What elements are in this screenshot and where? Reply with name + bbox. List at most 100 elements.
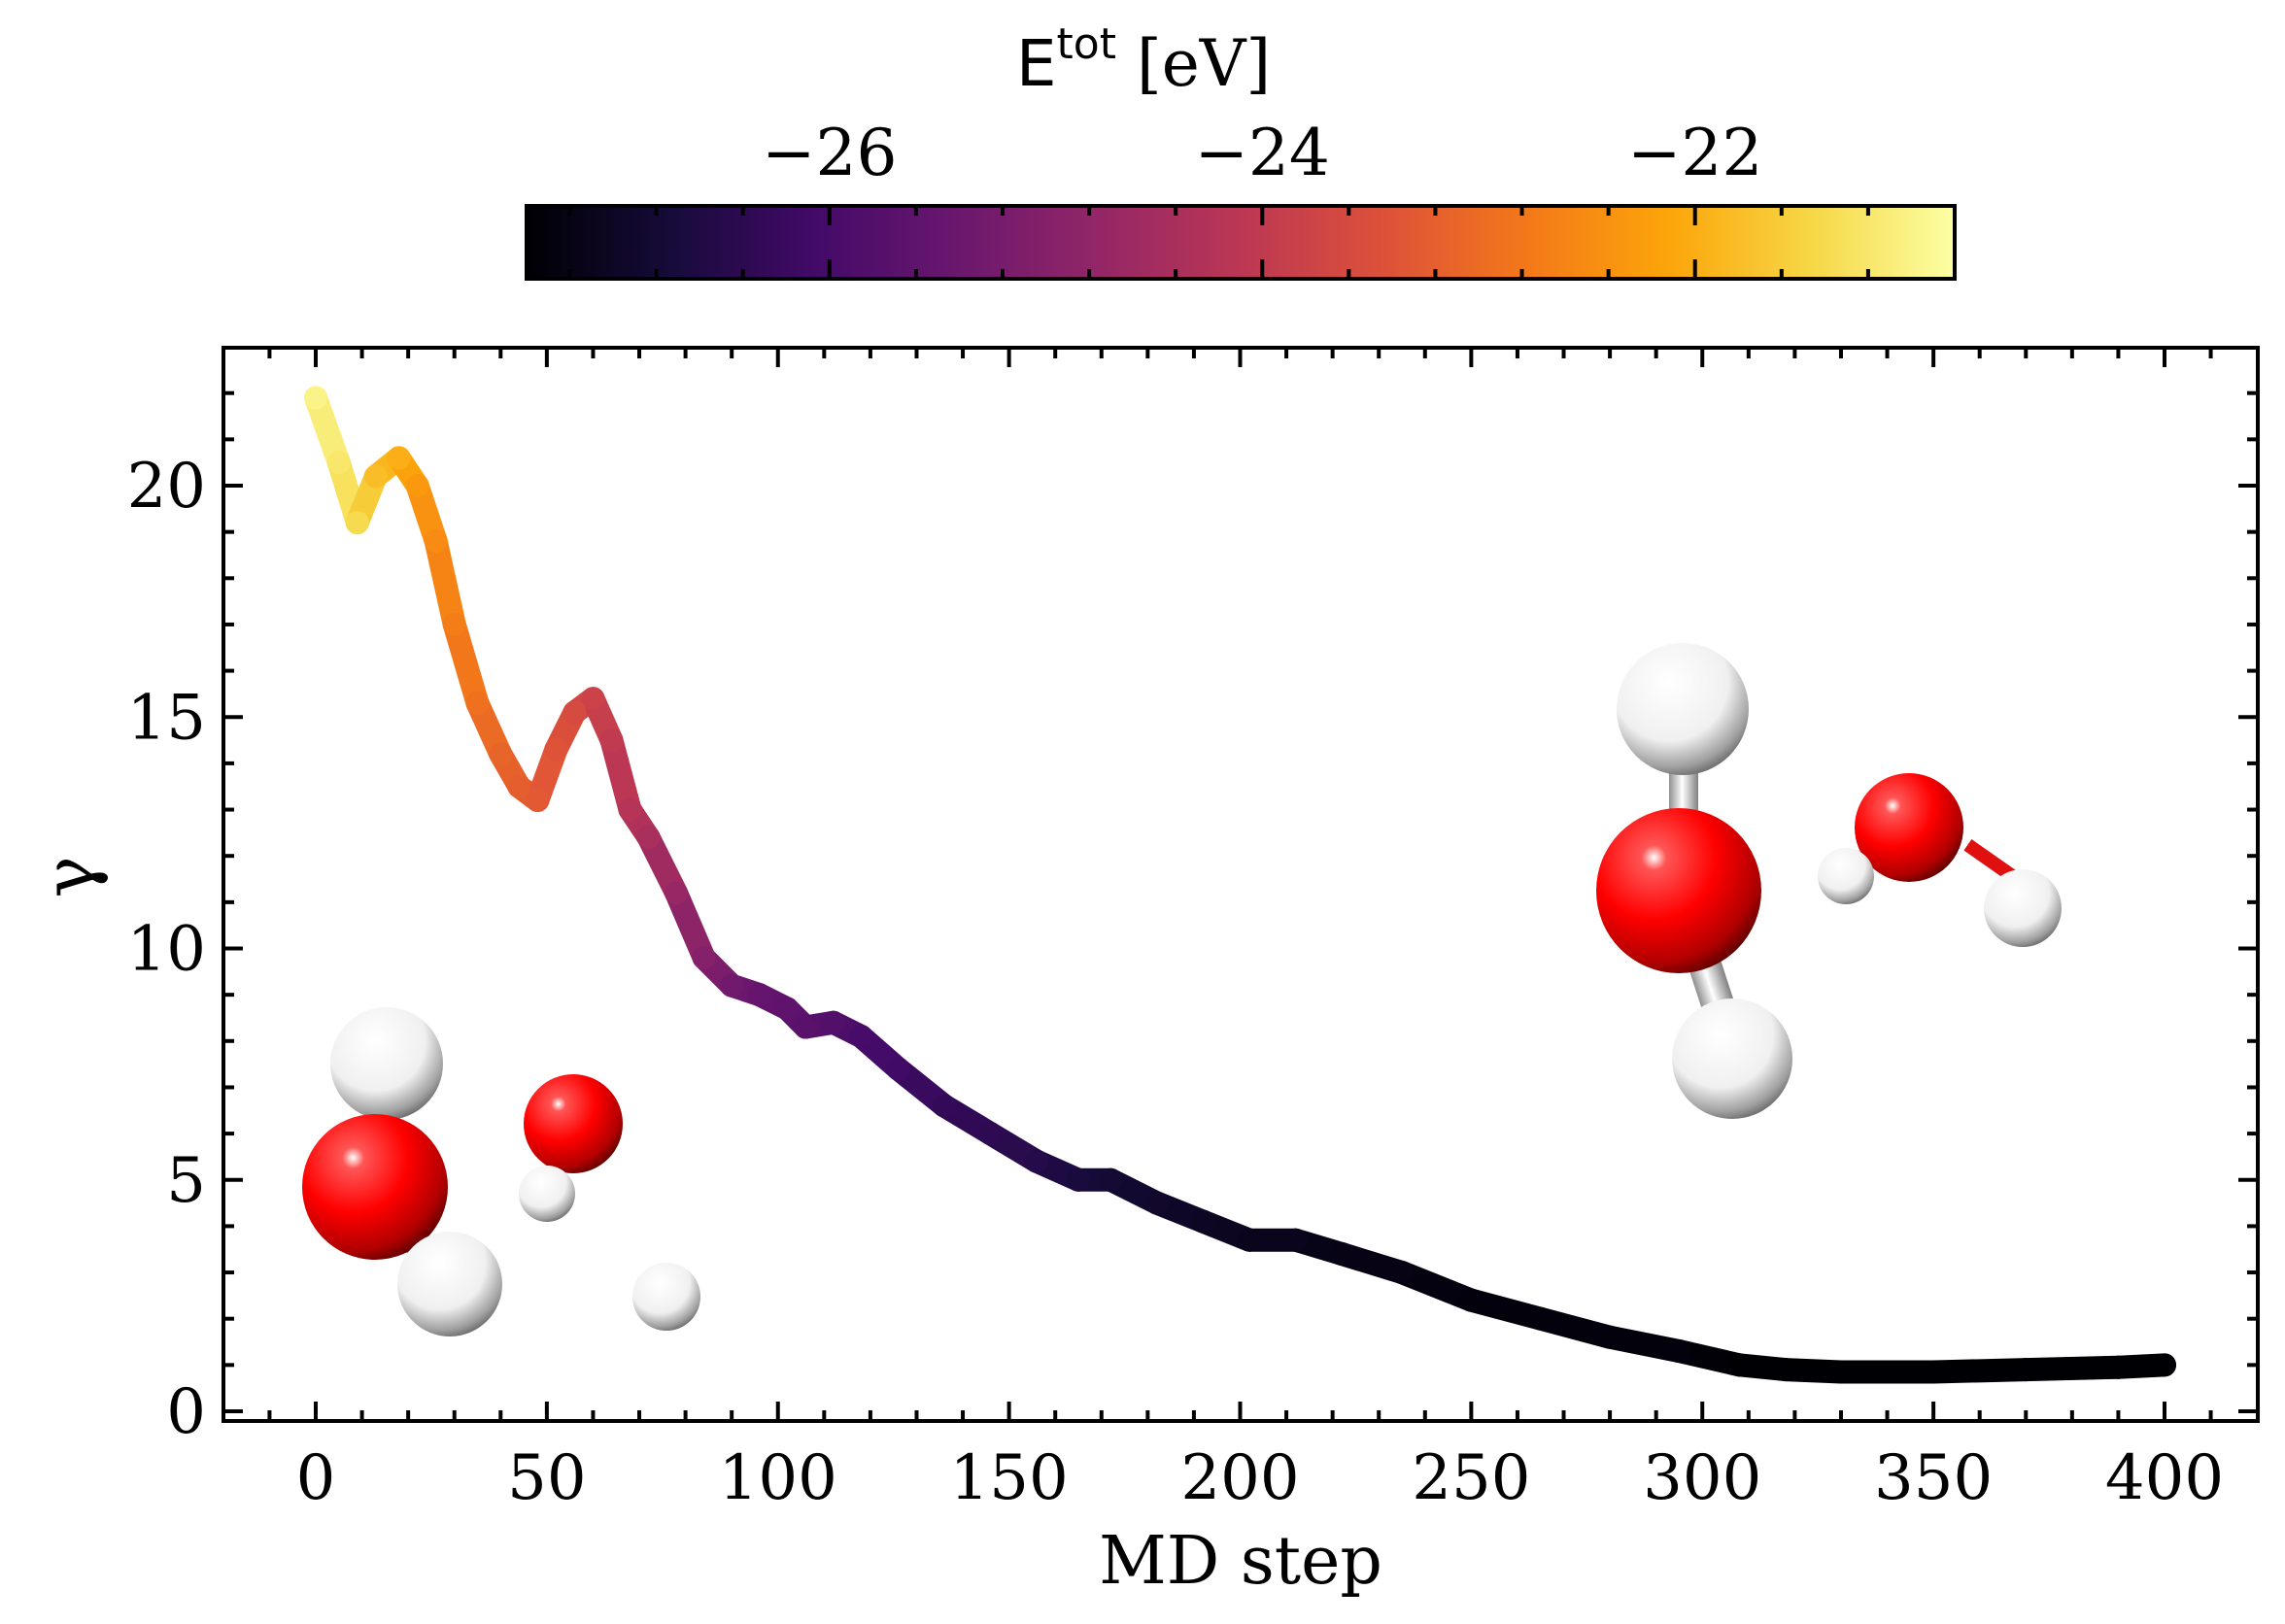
molecule-right (1596, 643, 2062, 1119)
trajectory-point (1828, 1360, 1853, 1384)
oxygen-atom (524, 1074, 623, 1173)
trajectory-point (1099, 1167, 1123, 1192)
trajectory-series (304, 386, 2176, 1384)
trajectory-point (1727, 1353, 1752, 1377)
trajectory-point (1283, 1228, 1308, 1252)
x-tick-label: 200 (1180, 1442, 1299, 1514)
x-tick-label: 50 (507, 1442, 586, 1514)
trajectory-point (424, 529, 448, 554)
y-tick-label: 5 (166, 1145, 206, 1217)
trajectory-point (720, 973, 744, 998)
trajectory-point (507, 774, 531, 798)
colorbar-tick-label: −22 (1627, 116, 1762, 190)
trajectory-segment (1459, 1288, 1552, 1331)
trajectory-point (692, 946, 716, 970)
trajectory-point (886, 1057, 910, 1081)
x-tick-labels: 0 50 100 150 200 250 300 350 400 (296, 1442, 2224, 1514)
trajectory-segment (1922, 1358, 2038, 1384)
trajectory-point (544, 737, 568, 761)
trajectory-point (618, 797, 642, 822)
trajectory-point (345, 511, 369, 535)
trajectory-segment (442, 612, 490, 715)
hydrogen-atom (1984, 869, 2062, 947)
trajectory-point (665, 881, 689, 905)
hydrogen-atom (1617, 643, 1749, 775)
trajectory-point (849, 1025, 873, 1049)
x-tick-label: 300 (1643, 1442, 1761, 1514)
y-tick-label: 15 (127, 682, 206, 754)
axes-frame (222, 346, 2260, 1423)
trajectory-segment (2014, 1355, 2131, 1382)
molecule-left (302, 1007, 700, 1336)
trajectory-point (581, 687, 605, 711)
trajectory-point (1598, 1325, 1622, 1349)
trajectory-point (489, 742, 513, 766)
trajectory-point (405, 474, 429, 497)
y-tick-label: 20 (127, 451, 206, 523)
trajectory-point (1191, 1209, 1215, 1234)
colorbar-tick-label: −26 (762, 116, 897, 190)
trajectory-segment (424, 529, 466, 636)
x-tick-label: 0 (296, 1442, 336, 1514)
oxygen-atom (302, 1114, 448, 1260)
x-tick-label: 400 (2105, 1442, 2224, 1514)
trajectory-point (1390, 1261, 1415, 1285)
trajectory-point (563, 700, 587, 725)
trajectory-segment (599, 728, 642, 822)
colorbar-ticks (567, 206, 1957, 279)
plot-area: 0 50 100 150 200 250 300 350 400 0 5 10 15 20 MD ste… (28, 346, 2260, 1600)
trajectory-point (1773, 1358, 1797, 1382)
y-axis-label: γ (28, 856, 110, 897)
trajectory-point (2014, 1358, 2038, 1382)
hydrogen-atom (1672, 998, 1792, 1119)
colorbar-label-sup: tot (1057, 19, 1116, 69)
colorbar-tick-label: −24 (1195, 116, 1330, 190)
axis-ticks (223, 348, 2258, 1421)
trajectory-point (465, 691, 490, 715)
hydrogen-atom (397, 1232, 502, 1336)
trajectory-point (1144, 1191, 1169, 1215)
trajectory-point (2106, 1355, 2131, 1379)
colorbar-label: Etot [eV] (1016, 19, 1271, 101)
x-tick-label: 100 (719, 1442, 837, 1514)
trajectory-point (933, 1094, 957, 1118)
trajectory-point (442, 612, 466, 636)
trajectory-point (304, 386, 327, 410)
oxygen-atom (1596, 808, 1761, 973)
colorbar-tick-labels: −26 −24 −22 (762, 116, 1762, 190)
trajectory-segment (1598, 1325, 1691, 1364)
trajectory-point (1667, 1339, 1691, 1364)
y-tick-label: 10 (127, 914, 206, 986)
colorbar-label-unit: [eV] (1116, 26, 1271, 101)
trajectory-point (821, 1010, 845, 1034)
y-tick-labels: 0 5 10 15 20 (127, 451, 206, 1448)
trajectory-point (978, 1122, 1003, 1146)
oxygen-atom (1855, 773, 1963, 882)
x-axis-label: MD step (1099, 1523, 1382, 1600)
x-tick-label: 250 (1412, 1442, 1530, 1514)
trajectory-point (2153, 1353, 2176, 1377)
trajectory-point (599, 728, 624, 753)
trajectory-segment (665, 881, 716, 970)
trajectory-point (1528, 1306, 1552, 1331)
trajectory-point (1025, 1149, 1049, 1173)
x-tick-label: 150 (950, 1442, 1069, 1514)
trajectory-point (1238, 1228, 1262, 1252)
trajectory-point (747, 983, 771, 1007)
trajectory-point (775, 997, 800, 1021)
trajectory-point (387, 446, 411, 470)
trajectory-point (636, 826, 661, 850)
trajectory-segment (1528, 1306, 1622, 1349)
x-tick-label: 350 (1874, 1442, 1993, 1514)
trajectory-point (326, 451, 351, 475)
trajectory-point (1459, 1288, 1484, 1312)
trajectory-point (1066, 1167, 1090, 1192)
trajectory-point (363, 464, 388, 489)
hydrogen-atom (330, 1007, 443, 1120)
y-tick-label: 0 (166, 1376, 206, 1448)
colorbar: −26 −24 −22 Etot [eV] (525, 19, 1957, 281)
hydrogen-atom (632, 1263, 700, 1331)
trajectory-point (526, 789, 550, 813)
trajectory-point (1330, 1241, 1354, 1266)
